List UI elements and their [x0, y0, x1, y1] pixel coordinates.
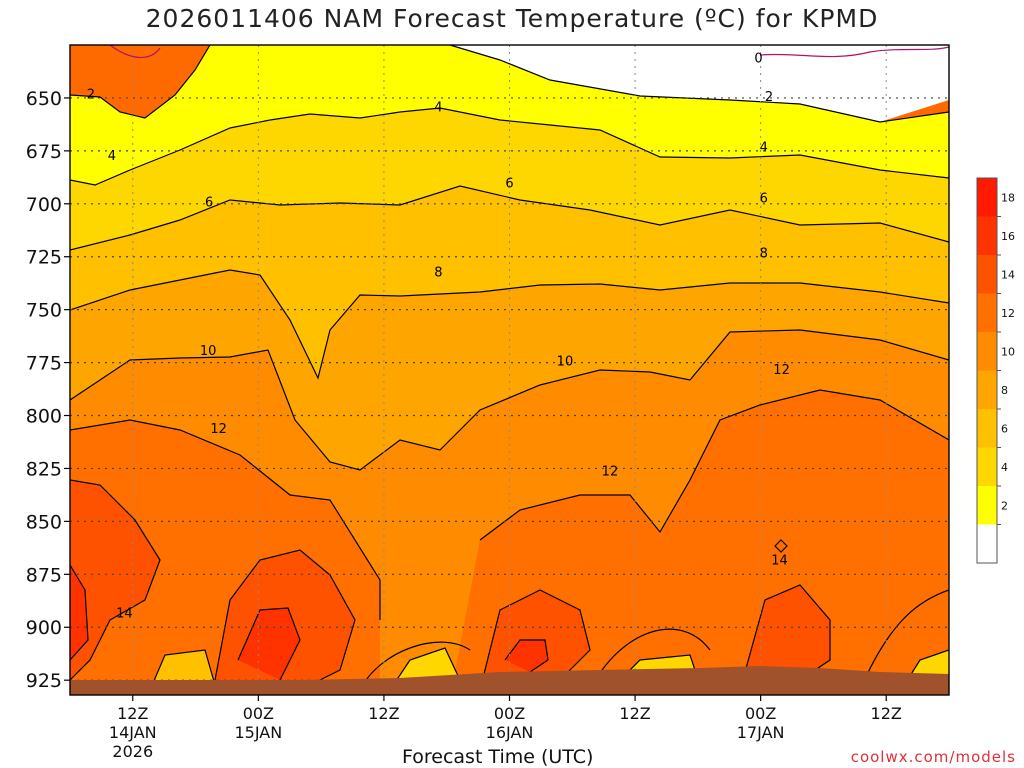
contour-label: 6	[505, 177, 513, 192]
y-tick-label: 700	[26, 194, 62, 216]
colorbar-label: 18	[1001, 192, 1015, 205]
contour-label: 14	[771, 553, 788, 568]
band-16-18-c	[505, 640, 548, 672]
contour-16-a	[70, 564, 89, 661]
colorbar-segment	[977, 409, 997, 448]
contour-labels: 0 2 2 4 4 4 6 6 6 8 8 10 10 12 12 12 14 14	[87, 52, 790, 622]
contour-label: 0	[754, 52, 762, 67]
contour-label: 10	[557, 354, 574, 369]
x-tick-label: 15JAN	[234, 723, 282, 742]
y-axis: 650 675 700 725 750 775 800 825 850 875 900 925	[26, 88, 70, 692]
contour-surface-b	[389, 647, 461, 691]
band-below-0	[70, 45, 949, 122]
contour-label: 4	[108, 149, 116, 164]
y-tick-label: 850	[26, 511, 62, 533]
colorbar: 2 4 6 8 10 12 14 16 18	[976, 177, 1015, 564]
x-tick-label: 16JAN	[486, 723, 534, 742]
band-14-16-left	[70, 480, 160, 680]
contour-label: 10	[200, 344, 217, 359]
x-tick-label: 12Z	[619, 704, 650, 723]
x-tick-label: 12Z	[871, 704, 902, 723]
y-tick-label: 750	[26, 300, 62, 322]
y-tick-label: 775	[26, 353, 62, 375]
contour-label: 4	[760, 141, 768, 156]
y-tick-label: 925	[26, 670, 62, 692]
colorbar-segment	[977, 293, 997, 332]
y-tick-label: 650	[26, 88, 62, 110]
y-tick-label: 675	[26, 141, 62, 163]
colorbar-segment	[977, 486, 997, 525]
y-tick-label: 875	[26, 564, 62, 586]
y-tick-label: 825	[26, 458, 62, 480]
contour-label: 2	[765, 90, 773, 105]
colorbar-segment	[977, 447, 997, 486]
x-tick-label: 00Z	[745, 704, 776, 723]
contour-label: 12	[602, 465, 619, 480]
band-8-10	[70, 330, 949, 695]
contour-label: 12	[773, 363, 790, 378]
contour-14-left	[70, 479, 161, 681]
ground	[70, 666, 949, 695]
colorbar-segment	[977, 255, 997, 294]
x-axis-title: Forecast Time (UTC)	[402, 746, 594, 768]
contour-10	[70, 329, 949, 471]
contour-label: 6	[205, 196, 213, 211]
y-tick-label: 725	[26, 247, 62, 269]
chart-title: 2026011406 NAM Forecast Temperature (ºC)…	[145, 4, 879, 33]
colorbar-segment	[977, 370, 997, 409]
contour-12	[70, 389, 949, 620]
y-tick-label: 800	[26, 406, 62, 428]
colorbar-segment	[977, 332, 997, 371]
contour-14-center	[214, 549, 356, 691]
contour-surface-a	[149, 649, 216, 691]
credit-link[interactable]: coolwx.com/models	[850, 748, 1016, 766]
x-tick-label: 12Z	[117, 704, 148, 723]
colorbar-segment	[977, 216, 997, 255]
contour-2	[70, 45, 949, 123]
colorbar-label: 14	[1001, 269, 1015, 282]
colorbar-label: 10	[1001, 346, 1015, 359]
contour-small-loop	[774, 539, 788, 553]
colorbar-label: 8	[1001, 384, 1008, 397]
colorbar-label: 2	[1001, 500, 1008, 513]
colorbar-label: 6	[1001, 423, 1008, 436]
contour-label: 12	[210, 422, 227, 437]
contour-label: 6	[760, 191, 768, 206]
contour-label: 2	[87, 88, 95, 103]
x-tick-label: 00Z	[494, 704, 525, 723]
contour-8	[70, 269, 949, 380]
contour-14-right	[479, 589, 591, 691]
x-tick-label: 12Z	[368, 704, 399, 723]
contour-16-c	[504, 639, 549, 673]
contour-4	[70, 107, 949, 186]
contour-label: 8	[434, 266, 442, 281]
band-16-18-a	[70, 565, 88, 660]
x-tick-label: 17JAN	[737, 723, 785, 742]
band-4-6	[70, 186, 949, 378]
colorbar-label: 16	[1001, 230, 1015, 243]
colorbar-label: 4	[1001, 461, 1008, 474]
contour-14-far	[739, 584, 831, 691]
colorbar-label: 12	[1001, 307, 1015, 320]
x-tick-label: 00Z	[243, 704, 274, 723]
contour-label: 14	[116, 606, 133, 621]
colorbar-segment	[977, 524, 997, 563]
contour-0	[109, 45, 949, 58]
x-tick-label: 14JAN	[109, 723, 157, 742]
contour-label: 8	[760, 246, 768, 261]
x-tick-label: 2026	[112, 742, 153, 761]
colorbar-segment	[977, 178, 997, 217]
contour-label: 4	[434, 100, 442, 115]
band-14-16-far	[740, 585, 830, 690]
contour-6	[70, 185, 949, 251]
y-tick-label: 900	[26, 617, 62, 639]
